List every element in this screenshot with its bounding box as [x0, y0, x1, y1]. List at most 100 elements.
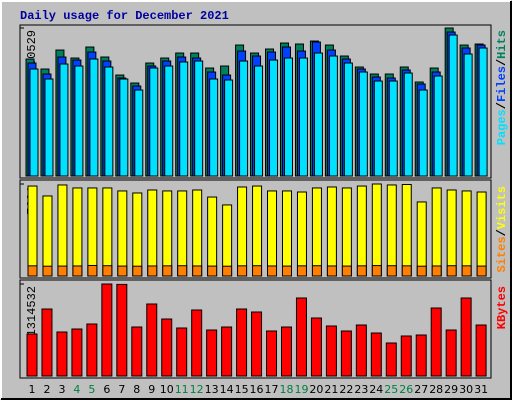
x-tick-label: 7 — [118, 383, 125, 396]
bar — [72, 187, 83, 277]
bar — [267, 265, 278, 277]
bar — [267, 190, 278, 277]
bar — [162, 190, 173, 277]
bar — [325, 325, 337, 377]
bar — [104, 66, 114, 177]
x-tick-label: 5 — [88, 383, 95, 396]
bar — [298, 57, 308, 177]
bar — [224, 79, 234, 177]
bar — [373, 80, 383, 177]
bar — [117, 265, 128, 277]
bar — [117, 190, 128, 277]
bar — [385, 342, 397, 377]
x-tick-label: 4 — [73, 383, 80, 396]
x-tick-label: 9 — [148, 383, 155, 396]
legend-entry: Hits — [495, 30, 509, 59]
bar — [59, 63, 69, 177]
legend-entry: Sites — [495, 236, 509, 272]
bar — [86, 323, 98, 377]
bar — [221, 326, 233, 377]
bar — [475, 324, 487, 377]
bar — [448, 34, 458, 177]
legend-entry: KBytes — [495, 286, 509, 329]
x-tick-label: 22 — [339, 383, 353, 396]
legend-separator: / — [495, 59, 509, 66]
bar — [146, 303, 158, 377]
x-tick-label: 30 — [459, 383, 473, 396]
bar — [251, 311, 263, 377]
bar — [102, 265, 113, 277]
bar — [341, 265, 352, 277]
bar — [56, 331, 68, 377]
bar — [161, 318, 173, 377]
bar — [209, 78, 219, 177]
x-tick-label: 24 — [369, 383, 383, 396]
bar — [119, 78, 129, 177]
bar — [102, 187, 113, 277]
legend: KBytes — [495, 286, 509, 329]
bar — [149, 67, 159, 177]
x-tick-label: 29 — [444, 383, 458, 396]
bar — [311, 265, 322, 277]
legend-separator: / — [495, 102, 509, 109]
bar — [194, 60, 204, 177]
bar — [311, 187, 322, 277]
bar — [356, 265, 367, 277]
bar — [433, 75, 443, 177]
bar — [326, 265, 337, 277]
x-tick-label: 28 — [429, 383, 443, 396]
bar — [177, 265, 188, 277]
bar — [192, 265, 203, 277]
x-tick-label: 2 — [43, 383, 50, 396]
bar — [461, 265, 472, 277]
bar — [296, 191, 307, 277]
x-tick-label: 21 — [324, 383, 338, 396]
x-tick-label: 18 — [279, 383, 293, 396]
x-tick-label: 13 — [205, 383, 219, 396]
legend-separator: / — [495, 229, 509, 236]
bar — [431, 265, 442, 277]
bar — [310, 317, 322, 377]
bar — [177, 190, 188, 277]
bar — [179, 61, 189, 177]
y-tick-label: 80529 — [25, 30, 39, 66]
bar — [266, 330, 278, 377]
bar — [191, 309, 203, 377]
x-tick-label: 3 — [58, 383, 65, 396]
bar — [239, 60, 249, 177]
bar — [371, 183, 382, 277]
bar — [370, 332, 382, 377]
bar — [27, 185, 38, 277]
bar — [89, 58, 99, 177]
x-tick-label: 12 — [190, 383, 204, 396]
bar — [416, 201, 427, 277]
bar — [461, 190, 472, 277]
bar — [476, 265, 487, 277]
bar — [57, 265, 68, 277]
legend: Pages/Files/Hits — [495, 30, 509, 145]
bar — [116, 283, 128, 377]
bar — [401, 265, 412, 277]
bar — [236, 308, 248, 377]
bar — [29, 68, 39, 177]
bar — [296, 265, 307, 277]
bar — [44, 78, 54, 177]
bar — [463, 53, 473, 177]
x-tick-label: 27 — [414, 383, 428, 396]
x-tick-label: 25 — [384, 383, 398, 396]
bar — [371, 265, 382, 277]
bar — [87, 187, 98, 277]
bar — [41, 308, 53, 377]
bar — [416, 265, 427, 277]
bar — [446, 265, 457, 277]
bar — [164, 65, 174, 177]
bar — [207, 196, 218, 277]
bar — [430, 307, 442, 377]
x-tick-label: 16 — [250, 383, 264, 396]
bar — [418, 89, 428, 177]
bar — [71, 328, 83, 377]
y-tick-label: 1314532 — [25, 286, 39, 336]
bar — [207, 265, 218, 277]
